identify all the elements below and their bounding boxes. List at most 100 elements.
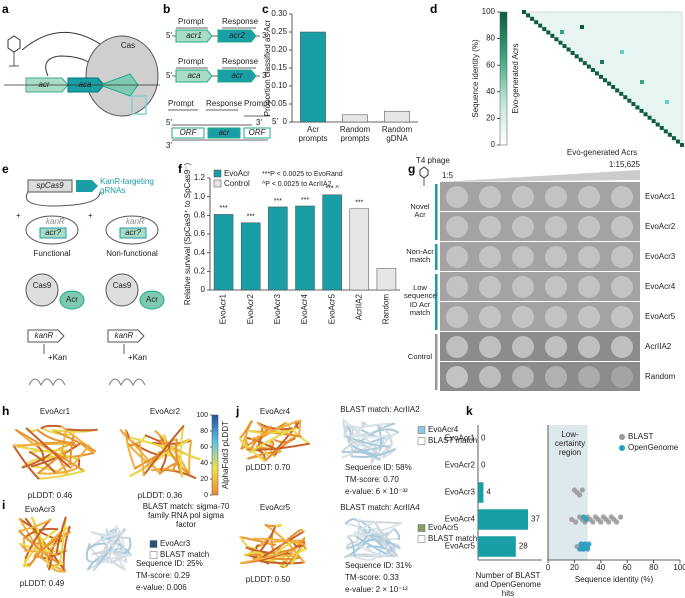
plaque-spot [446, 306, 468, 328]
legend-label: EvoAcr3 [160, 539, 191, 548]
legend-swatch [417, 426, 426, 434]
point [583, 516, 589, 523]
y-tick-label: 0.4 [194, 248, 206, 257]
inhibition-arc [45, 55, 89, 77]
protein-label: Acr [66, 295, 78, 304]
blast-match-label: BLAST match: AcrIIA2 [340, 405, 420, 414]
structure-segment [115, 525, 125, 555]
heatmap-diagonal-cell [643, 112, 648, 117]
plate-row [440, 182, 640, 211]
legend-label: BLAST match [428, 436, 477, 445]
gene-box [171, 127, 205, 139]
heatmap-diagonal-cell [574, 54, 579, 59]
bar [213, 214, 234, 291]
colorbar-tick-label: 0 [491, 140, 496, 149]
structure-segment [253, 537, 306, 546]
x-tick-label: Acr prompts [298, 125, 328, 143]
annotation: ***P < 0.0025 to EvoRand [262, 171, 343, 178]
structure-segment [341, 447, 378, 454]
plaque-spot [578, 336, 600, 358]
row-label: EvoAcr1 [645, 192, 676, 201]
structure-segment [259, 539, 301, 547]
stat-label: Sequence ID: 58% [345, 463, 412, 472]
structure-segment [188, 439, 192, 475]
gene-label: aca [188, 71, 201, 80]
structure-segment [342, 418, 378, 450]
structure-segment [21, 453, 51, 469]
y-axis-label: Evo-generated Acrs [511, 43, 520, 113]
group-bracket [435, 184, 438, 240]
heatmap-diagonal-cell [623, 95, 628, 100]
structure-name: EvoAcr1 [40, 407, 71, 416]
heatmap-diagonal-cell [675, 139, 680, 144]
row-label: EvoAcr2 [645, 222, 676, 231]
heatmap-diagonal-cell [631, 102, 636, 107]
plus-sign: + [88, 211, 93, 220]
plaque-spot [479, 246, 501, 268]
plddt-label: pLDDT: 0.50 [246, 575, 291, 584]
response-label: Response [206, 99, 243, 108]
gene-label: kanR [115, 331, 134, 340]
structure-segment [25, 427, 72, 469]
structure-segment [355, 522, 403, 539]
structure-segment [142, 425, 185, 477]
significance-label: *** [219, 205, 227, 212]
category-label: EvoAcr5 [445, 542, 476, 551]
x-axis-label: Number of BLAST and OpenGenome hits [475, 571, 541, 598]
plddt-label: pLDDT: 0.46 [28, 491, 73, 500]
structure-segment [62, 525, 71, 573]
structure-segment [179, 425, 185, 478]
stat-label: e-value: 2 × 10⁻¹² [345, 585, 408, 594]
structure-segment [361, 421, 368, 426]
panel-label: d [430, 2, 437, 16]
plasmid [105, 215, 159, 245]
point [579, 487, 585, 493]
plaque-spot [611, 246, 633, 268]
kanr-gene [107, 329, 145, 343]
prompt-label: Prompt [178, 17, 205, 26]
heatmap-diagonal-cell [627, 98, 632, 103]
structure-segment [344, 553, 378, 559]
plate-row [440, 302, 640, 331]
x-axis-label: Evo-generated Acrs [567, 148, 637, 157]
colorbar-tick-label: 20 [486, 114, 495, 123]
structure-segment [28, 531, 71, 568]
heatmap-diagonal-cell [598, 74, 603, 79]
y-tick-label: 0.15 [271, 63, 287, 72]
plaque-spot [479, 336, 501, 358]
y-tick-label: 1.0 [194, 192, 206, 201]
plaque-spot [578, 306, 600, 328]
structure-segment [393, 527, 401, 541]
heatmap-diagonal-cell [522, 10, 526, 14]
strand-end: 3′ [262, 31, 268, 40]
bar [300, 31, 326, 123]
plaque-spot [578, 186, 600, 208]
x-tick-label: EvoAcr3 [273, 293, 282, 324]
colorbar-tick-label: 80 [200, 428, 208, 435]
legend-swatch [149, 540, 158, 548]
structure-segment [343, 434, 392, 448]
plddt-label: pLDDT: 0.36 [138, 491, 183, 500]
structure-name: EvoAcr4 [260, 407, 291, 416]
heatmap-diagonal-cell [550, 33, 555, 38]
heatmap-diagonal-cell [554, 37, 559, 42]
value-label: 0 [481, 434, 486, 443]
heatmap-cell [640, 80, 644, 84]
heatmap-diagonal-cell [562, 44, 567, 49]
structure-name: EvoAcr5 [260, 503, 291, 512]
gene-box [175, 69, 213, 83]
bar [240, 222, 261, 291]
structure-segment [136, 434, 147, 444]
structure-segment [127, 443, 162, 472]
structure-segment [127, 441, 139, 447]
heatmap-diagonal-cell [651, 119, 656, 124]
x-tick-label: Random [382, 294, 391, 325]
bar [268, 206, 288, 291]
structure-segment [35, 428, 76, 444]
y-tick-label: 0.2 [194, 266, 206, 275]
legend-marker [619, 445, 625, 451]
gene-label: kanR [35, 331, 54, 340]
plaque-spot [446, 276, 468, 298]
guide-rna [131, 95, 147, 115]
